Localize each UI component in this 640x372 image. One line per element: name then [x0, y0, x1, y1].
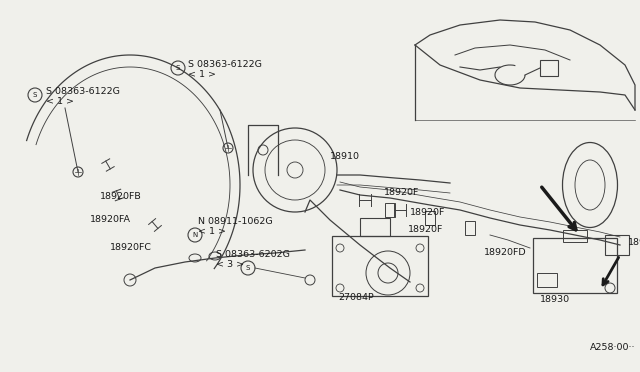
- Text: S 08363-6122G
< 1 >: S 08363-6122G < 1 >: [188, 60, 262, 79]
- Bar: [563, 230, 587, 242]
- Text: A258·00··: A258·00··: [590, 343, 636, 352]
- Text: 18920FC: 18920FC: [110, 243, 152, 252]
- Bar: [540, 60, 558, 76]
- Text: 18900A: 18900A: [628, 238, 640, 247]
- Text: N: N: [193, 232, 198, 238]
- Text: 18920F: 18920F: [384, 188, 419, 197]
- Text: 18920FB: 18920FB: [100, 192, 141, 201]
- Bar: [533, 238, 617, 293]
- Text: 27084P: 27084P: [338, 293, 374, 302]
- Text: 18930: 18930: [540, 295, 570, 304]
- Bar: [385, 203, 395, 217]
- Bar: [605, 235, 629, 255]
- Bar: [425, 211, 435, 225]
- Bar: [360, 218, 390, 236]
- Text: 18920FA: 18920FA: [90, 215, 131, 224]
- Bar: [537, 273, 557, 287]
- Text: S: S: [246, 265, 250, 271]
- Text: 18920FD: 18920FD: [484, 248, 527, 257]
- Text: 18920F: 18920F: [408, 225, 444, 234]
- Text: N 08911-1062G
< 1 >: N 08911-1062G < 1 >: [198, 217, 273, 236]
- Bar: [465, 221, 475, 235]
- Text: S 08363-6202G
< 3 >: S 08363-6202G < 3 >: [216, 250, 290, 269]
- Bar: [332, 236, 428, 296]
- Text: 18910: 18910: [330, 152, 360, 161]
- Text: S: S: [33, 92, 37, 98]
- Text: S: S: [176, 65, 180, 71]
- Text: S 08363-6122G
< 1 >: S 08363-6122G < 1 >: [46, 87, 120, 106]
- Text: 18920F: 18920F: [410, 208, 445, 217]
